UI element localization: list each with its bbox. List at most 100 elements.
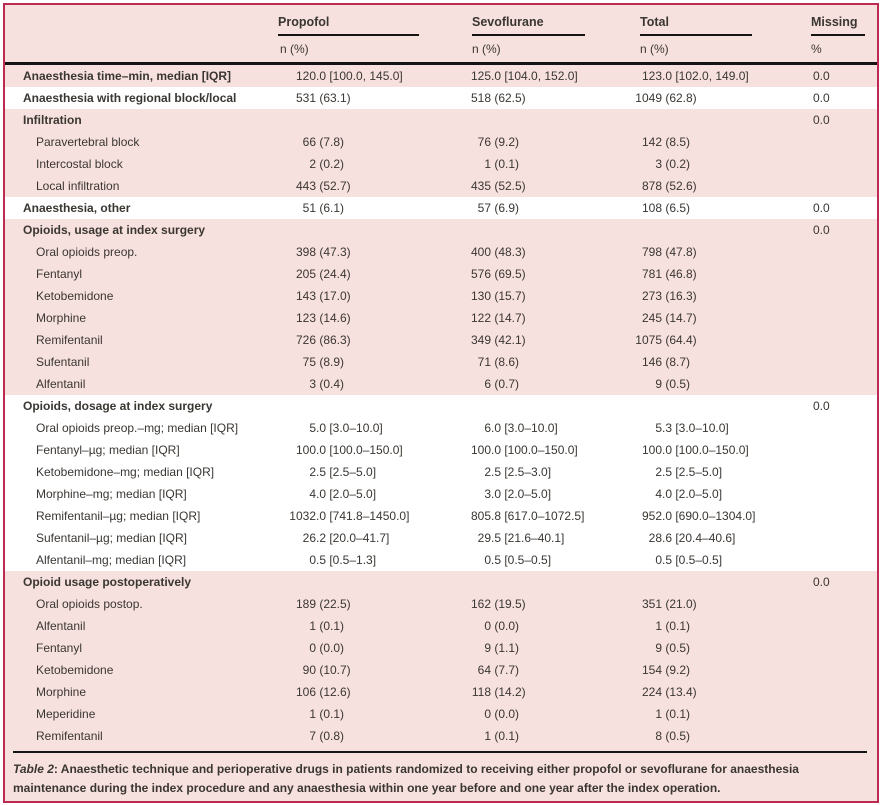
table-row: Opioid usage postoperatively 0.0 (5, 571, 877, 593)
value-number: 349 (470, 332, 491, 347)
cell-total: 798 (47.8) (630, 241, 811, 263)
table-row: Anaesthesia time–min, median [IQR] 120.0 … (5, 65, 877, 87)
value-detail: (14.7) (662, 310, 697, 325)
table-card: Propofol n (%) Sevoflurane n (%) Total n… (3, 3, 879, 803)
row-label: Morphine (36, 684, 87, 699)
value-number: 100 (641, 442, 662, 457)
column-header-sevoflurane: Sevoflurane n (%) (464, 15, 630, 62)
value-detail: (9.2) (662, 662, 691, 677)
value-number: 2 (655, 464, 662, 479)
cell-missing (811, 615, 877, 637)
cell-missing: 0.0 (813, 68, 830, 83)
column-subheader: % (811, 42, 822, 56)
value-number: 398 (295, 244, 316, 259)
cell-total: 0.5 [0.5–0.5] (630, 549, 811, 571)
column-header-label: Propofol (278, 15, 419, 36)
caption-divider-rule (13, 750, 867, 753)
value-detail: .2 [20.0–41.7] (316, 530, 390, 545)
value-detail: .6 [20.4–40.6] (662, 530, 736, 545)
table-row: Local infiltration 443 (52.7) 435 (52.5) 87… (5, 175, 877, 197)
table-row: Oral opioids postop. 189 (22.5) 162 (19.5)… (5, 593, 877, 615)
cell-total: 100.0 [100.0–150.0] (630, 439, 811, 461)
cell-sevoflurane: 349 (42.1) (464, 329, 630, 351)
cell-sevoflurane: 6 (0.7) (464, 373, 630, 395)
value-detail: (6.1) (316, 200, 345, 215)
cell-sevoflurane: 0 (0.0) (464, 615, 630, 637)
value-number: 71 (477, 354, 491, 369)
column-subheader: n (%) (280, 42, 309, 56)
cell-sevoflurane: 3.0 [2.0–5.0] (464, 483, 630, 505)
row-label: Intercostal block (36, 156, 123, 171)
value-number: 1 (484, 728, 491, 743)
cell-sevoflurane: 1 (0.1) (464, 725, 630, 747)
cell-total: 1 (0.1) (630, 615, 811, 637)
cell-total: 781 (46.8) (630, 263, 811, 285)
row-label: Opioid usage postoperatively (23, 574, 192, 589)
cell-total: 28.6 [20.4–40.6] (630, 527, 811, 549)
table-row: Anaesthesia with regional block/local 531… (5, 86, 877, 109)
cell-sevoflurane: 6.0 [3.0–10.0] (464, 417, 630, 439)
cell-total: 154 (9.2) (630, 659, 811, 681)
cell-propofol: 398 (47.3) (280, 241, 464, 263)
value-number: 1032 (289, 508, 316, 523)
value-detail: .0 [2.0–5.0] (316, 486, 377, 501)
table-row: Anaesthesia, other 51 (6.1) 57 (6.9) 108 (6… (5, 196, 877, 219)
value-detail: .0 [100.0–150.0] (662, 442, 749, 457)
row-label: Sufentanil–µg; median [IQR] (36, 530, 187, 545)
cell-missing: 0.0 (813, 222, 830, 237)
table-row: Morphine–mg; median [IQR] 4.0 [2.0–5.0] 3.… (5, 482, 877, 505)
cell-missing (811, 417, 877, 439)
value-detail: .0 [104.0, 152.0] (491, 68, 578, 83)
row-label: Paravertebral block (36, 134, 140, 149)
column-subheader: n (%) (640, 42, 669, 56)
cell-missing (811, 461, 877, 483)
value-detail: (0.8) (316, 728, 345, 743)
cell-sevoflurane: 122 (14.7) (464, 307, 630, 329)
value-detail: (13.4) (662, 684, 697, 699)
column-header-label: Total (640, 15, 752, 36)
row-label: Sufentanil (36, 354, 90, 369)
value-detail: .8 [617.0–1072.5] (491, 508, 585, 523)
value-number: 4 (655, 486, 662, 501)
value-detail: (19.5) (491, 596, 526, 611)
value-detail: (10.7) (316, 662, 351, 677)
value-number: 142 (641, 134, 662, 149)
cell-propofol: 66 (7.8) (280, 131, 464, 153)
value-number: 122 (470, 310, 491, 325)
row-label: Remifentanil–µg; median [IQR] (36, 508, 201, 523)
value-detail: (0.0) (491, 706, 520, 721)
value-detail: (0.0) (316, 640, 345, 655)
cell-missing (811, 329, 877, 351)
value-detail: (0.1) (491, 728, 520, 743)
cell-propofol: 531 (63.1) (280, 87, 464, 109)
value-detail: .5 [0.5–1.3] (316, 552, 377, 567)
table-row: Opioids, dosage at index surgery 0.0 (5, 394, 877, 417)
value-number: 162 (470, 596, 491, 611)
value-number: 123 (641, 68, 662, 83)
cell-propofol (280, 571, 464, 593)
row-label: Fentanyl (36, 266, 83, 281)
cell-total: 142 (8.5) (630, 131, 811, 153)
value-number: 531 (295, 90, 316, 105)
value-number: 28 (648, 530, 662, 545)
cell-total: 5.3 [3.0–10.0] (630, 417, 811, 439)
value-detail: (17.0) (316, 288, 351, 303)
cell-sevoflurane: 100.0 [100.0–150.0] (464, 439, 630, 461)
row-label: Fentanyl (36, 640, 83, 655)
value-detail: .5 [0.5–0.5] (662, 552, 723, 567)
value-detail: (24.4) (316, 266, 351, 281)
cell-propofol: 1032.0 [741.8–1450.0] (280, 505, 464, 527)
column-header-label: Sevoflurane (472, 15, 585, 36)
value-number: 1 (655, 706, 662, 721)
cell-propofol: 189 (22.5) (280, 593, 464, 615)
row-label: Fentanyl–µg; median [IQR] (36, 442, 180, 457)
value-detail: (15.7) (491, 288, 526, 303)
value-number: 0 (484, 618, 491, 633)
cell-propofol: 120.0 [100.0, 145.0] (280, 65, 464, 87)
cell-sevoflurane: 805.8 [617.0–1072.5] (464, 505, 630, 527)
value-number: 51 (302, 200, 316, 215)
cell-total: 273 (16.3) (630, 285, 811, 307)
cell-propofol: 123 (14.6) (280, 307, 464, 329)
value-detail: (7.8) (316, 134, 345, 149)
